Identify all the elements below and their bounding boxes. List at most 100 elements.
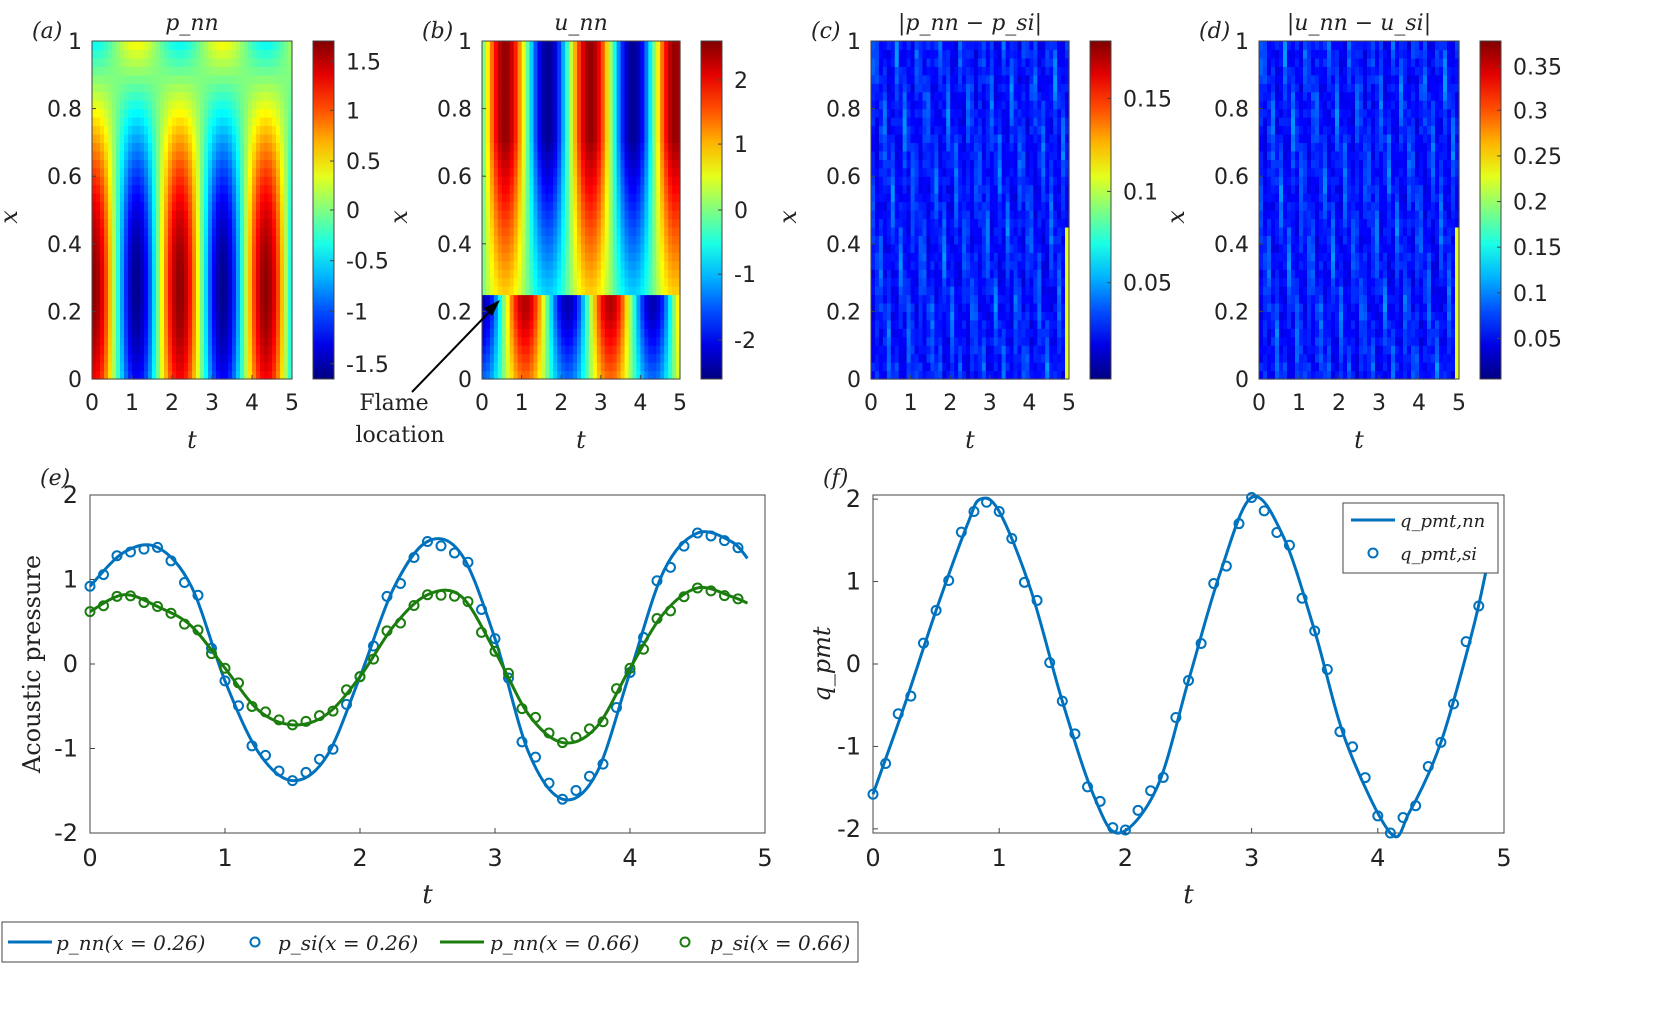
heatmap-cell: [220, 201, 225, 211]
heatmap-cell: [497, 252, 503, 262]
heatmap-cell: [116, 252, 121, 262]
heatmap-cell: [96, 193, 101, 203]
heatmap-cell: [918, 319, 924, 329]
heatmap-cell: [894, 235, 900, 245]
heatmap-cell: [493, 345, 499, 355]
heatmap-cell: [156, 252, 161, 262]
heatmap-cell: [493, 286, 499, 296]
heatmap-cell: [565, 210, 570, 220]
heatmap-cell: [950, 150, 955, 160]
heatmap-cell: [600, 260, 606, 270]
heatmap-cell: [914, 142, 920, 152]
heatmap-cell: [874, 167, 880, 177]
heatmap-cell: [208, 159, 213, 169]
heatmap-cell: [664, 41, 669, 51]
heatmap-cell: [517, 286, 523, 296]
heatmap-cell: [592, 260, 598, 270]
heatmap-cell: [152, 286, 157, 296]
heatmap-cell: [954, 167, 959, 177]
heatmap-cell: [592, 319, 598, 329]
heatmap-cell: [584, 328, 590, 338]
x-tick-label: 3: [205, 391, 219, 416]
heatmap-cell: [184, 345, 189, 355]
heatmap-cell: [272, 66, 277, 76]
heatmap-cell: [156, 345, 161, 355]
heatmap-cell: [541, 57, 546, 67]
heatmap-cell: [898, 91, 904, 101]
heatmap-cell: [894, 83, 900, 93]
heatmap-cell: [284, 252, 289, 262]
heatmap-cell: [573, 201, 578, 211]
heatmap-cell: [521, 41, 527, 51]
heatmap-cell: [196, 74, 201, 84]
heatmap-cell: [608, 218, 614, 228]
heatmap-cell: [132, 226, 137, 236]
heatmap-cell: [184, 66, 189, 76]
heatmap-cell: [100, 49, 105, 59]
heatmap-cell: [632, 117, 638, 127]
heatmap-cell: [284, 294, 289, 304]
heatmap-cell: [276, 74, 281, 84]
heatmap-cell: [878, 142, 884, 152]
heatmap-cell: [208, 345, 213, 355]
heatmap-cell: [878, 362, 884, 372]
heatmap-cell: [644, 235, 649, 245]
heatmap-cell: [248, 328, 253, 338]
heatmap-cell: [569, 286, 574, 296]
heatmap-cell: [537, 286, 542, 296]
heatmap-cell: [501, 252, 507, 262]
heatmap-cell: [886, 226, 892, 236]
heatmap-cell: [200, 311, 205, 321]
heatmap-cell: [104, 218, 109, 228]
heatmap-cell: [276, 91, 281, 101]
heatmap-cell: [493, 210, 499, 220]
heatmap-cell: [584, 142, 590, 152]
heatmap-cell: [501, 159, 507, 169]
heatmap-cell: [184, 311, 189, 321]
heatmap-cell: [216, 345, 221, 355]
heatmap-cell: [914, 336, 920, 346]
heatmap-cell: [624, 108, 630, 118]
heatmap-cell: [882, 336, 888, 346]
heatmap-cell: [922, 167, 928, 177]
heatmap-cell: [672, 57, 677, 67]
heatmap-cell: [588, 66, 594, 76]
heatmap-cell: [148, 252, 153, 262]
heatmap-cell: [894, 319, 900, 329]
heatmap-cell: [616, 41, 622, 51]
heatmap-cell: [946, 74, 951, 84]
heatmap-cell: [600, 362, 606, 372]
heatmap-cell: [886, 100, 892, 110]
heatmap-cell: [196, 269, 201, 279]
heatmap-cell: [668, 167, 673, 177]
heatmap-cell: [588, 243, 594, 253]
heatmap-cell: [112, 201, 117, 211]
heatmap-cell: [918, 159, 924, 169]
heatmap-cell: [160, 210, 165, 220]
heatmap-cell: [256, 201, 261, 211]
heatmap-cell: [525, 286, 531, 296]
heatmap-cell: [228, 353, 233, 363]
heatmap-cell: [930, 243, 935, 253]
heatmap-cell: [248, 260, 253, 270]
heatmap-cell: [958, 294, 963, 304]
heatmap-cell: [489, 243, 495, 253]
heatmap-cell: [116, 100, 121, 110]
heatmap-cell: [890, 100, 896, 110]
heatmap-cell: [632, 319, 638, 329]
heatmap-cell: [276, 235, 281, 245]
heatmap-cell: [664, 150, 669, 160]
heatmap-cell: [252, 117, 257, 127]
heatmap-cell: [272, 294, 277, 304]
heatmap-cell: [577, 336, 582, 346]
heatmap-cell: [184, 328, 189, 338]
heatmap-cell: [652, 41, 657, 51]
heatmap-cell: [656, 41, 661, 51]
heatmap-cell: [624, 345, 630, 355]
heatmap-cell: [871, 167, 876, 177]
heatmap-cell: [632, 311, 638, 321]
heatmap-cell: [240, 49, 245, 59]
heatmap-cell: [100, 159, 105, 169]
heatmap-cell: [926, 108, 931, 118]
heatmap-cell: [232, 210, 237, 220]
